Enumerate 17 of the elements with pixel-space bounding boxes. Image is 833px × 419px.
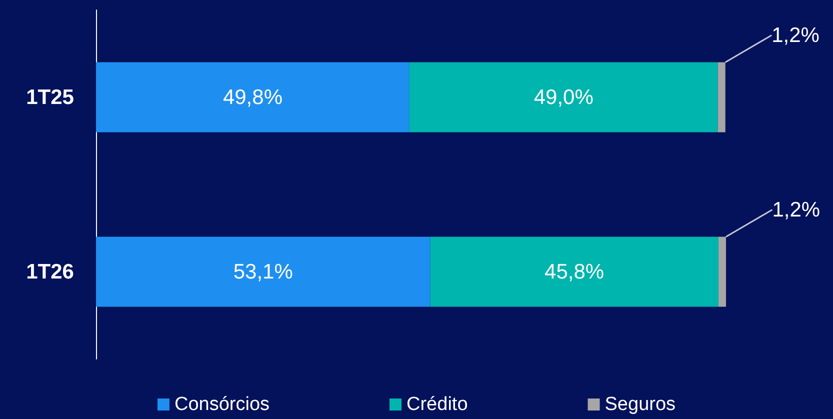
- y-tick-label: 1T25: [26, 86, 74, 109]
- bar: [718, 236, 726, 307]
- bar: [718, 62, 726, 132]
- data-label: 1,2%: [772, 198, 820, 222]
- data-label: 53,1%: [233, 260, 293, 284]
- data-label: 1,2%: [772, 24, 820, 47]
- legend-label: Crédito: [406, 394, 468, 415]
- legend-label: Seguros: [604, 394, 676, 415]
- bar: [96, 62, 410, 132]
- data-label: 49,8%: [222, 86, 282, 109]
- legend-label: Consórcios: [174, 394, 270, 415]
- bar: [409, 62, 718, 132]
- y-tick-label: 1T26: [26, 260, 74, 284]
- bar: [430, 236, 718, 307]
- bar: [96, 236, 430, 307]
- data-label: 49,0%: [534, 86, 594, 109]
- data-label: 45,8%: [544, 260, 604, 284]
